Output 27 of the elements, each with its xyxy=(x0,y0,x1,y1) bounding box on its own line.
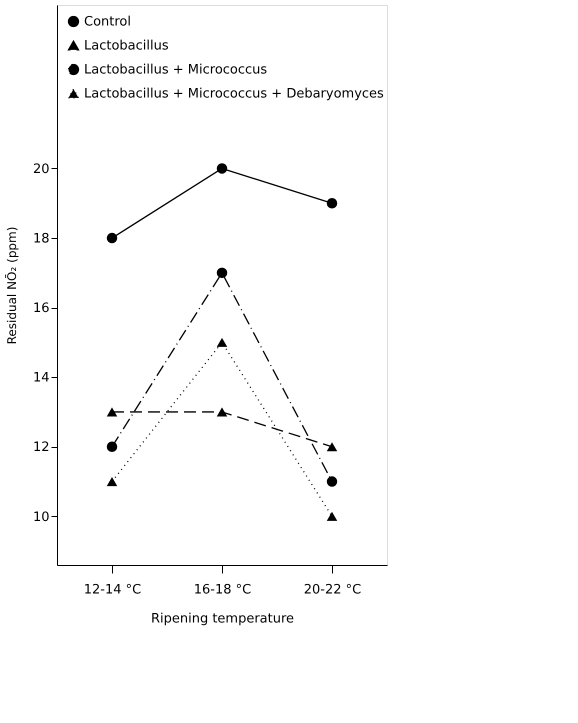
point xyxy=(216,338,228,347)
y-axis-title: Residual NŌ₂ (ppm) xyxy=(4,226,19,344)
point xyxy=(106,407,118,416)
point xyxy=(326,198,338,208)
point xyxy=(106,442,118,452)
x-axis-title: Ripening temperature xyxy=(150,612,294,626)
point xyxy=(216,163,228,174)
y-tick-label: 10 xyxy=(32,510,50,525)
point xyxy=(326,442,338,452)
x-tick-label: 16-18 °C xyxy=(194,582,252,598)
legend-label: Control xyxy=(84,14,131,30)
legend-label: Lactobacillus + Micrococcus xyxy=(84,62,268,78)
point xyxy=(106,232,118,244)
x-tick-label: 20-22 °C xyxy=(304,582,362,598)
y-tick-label: 16 xyxy=(32,301,50,316)
point xyxy=(216,268,228,278)
point xyxy=(326,476,338,487)
point xyxy=(106,476,118,486)
legend-label: Lactobacillus + Micrococcus + Debaryomyces xyxy=(84,86,384,102)
legend-label: Lactobacillus xyxy=(84,38,169,54)
point xyxy=(326,512,338,521)
point xyxy=(216,407,228,416)
y-tick-label: 20 xyxy=(32,162,50,177)
y-tick-label: 18 xyxy=(32,232,50,247)
y-tick-label: 12 xyxy=(32,440,50,456)
x-tick-label: 12-14 °C xyxy=(84,582,142,598)
y-tick-label: 14 xyxy=(32,370,50,386)
